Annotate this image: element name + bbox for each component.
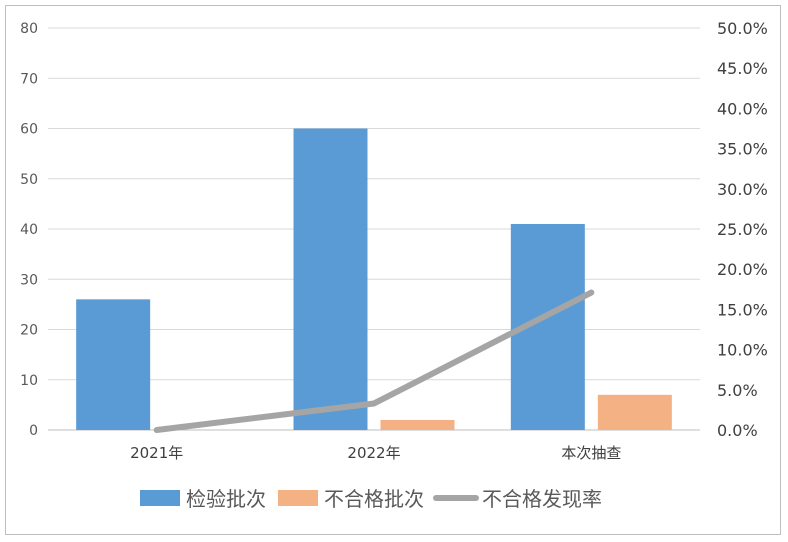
right-tick-label: 5.0% xyxy=(717,381,758,400)
legend: 检验批次 不合格批次 不合格发现率 xyxy=(140,487,602,511)
right-tick-label: 20.0% xyxy=(717,260,768,279)
right-axis-ticks: 0.0% 5.0% 10.0% 15.0% 20.0% 25.0% 30.0% 35.0% 40… xyxy=(717,19,768,440)
bar-inspected xyxy=(76,299,151,430)
left-tick-label: 80 xyxy=(20,21,38,37)
left-tick-label: 0 xyxy=(29,423,38,439)
legend-label: 不合格发现率 xyxy=(482,487,602,511)
right-tick-label: 10.0% xyxy=(717,341,768,360)
rate-line xyxy=(153,289,595,433)
chart-frame xyxy=(5,5,781,535)
left-tick-label: 20 xyxy=(20,323,38,339)
right-tick-label: 15.0% xyxy=(717,300,768,319)
legend-swatch xyxy=(140,490,180,506)
left-tick-label: 30 xyxy=(20,272,38,288)
category-label: 2022年 xyxy=(347,444,400,462)
right-tick-label: 50.0% xyxy=(717,19,768,38)
legend-label: 不合格批次 xyxy=(324,487,424,511)
right-tick-label: 30.0% xyxy=(717,180,768,199)
bar-failed xyxy=(597,394,672,430)
right-tick-label: 45.0% xyxy=(717,59,768,78)
left-tick-label: 40 xyxy=(20,222,38,238)
bar-inspected xyxy=(293,128,368,430)
left-tick-label: 10 xyxy=(20,373,38,389)
category-label: 本次抽查 xyxy=(561,444,621,462)
left-tick-label: 60 xyxy=(20,122,38,138)
left-tick-label: 50 xyxy=(20,172,38,188)
right-tick-label: 0.0% xyxy=(717,421,758,440)
category-labels: 2021年 2022年 本次抽查 xyxy=(130,444,621,462)
legend-swatch xyxy=(278,490,318,506)
left-tick-label: 70 xyxy=(20,71,38,87)
right-tick-label: 35.0% xyxy=(717,140,768,159)
right-tick-label: 40.0% xyxy=(717,99,768,118)
left-axis-ticks: 0 10 20 30 40 50 60 70 80 xyxy=(20,21,38,439)
right-tick-label: 25.0% xyxy=(717,220,768,239)
category-label: 2021年 xyxy=(130,444,183,462)
legend-label: 检验批次 xyxy=(186,487,266,511)
bar-failed xyxy=(380,419,455,430)
